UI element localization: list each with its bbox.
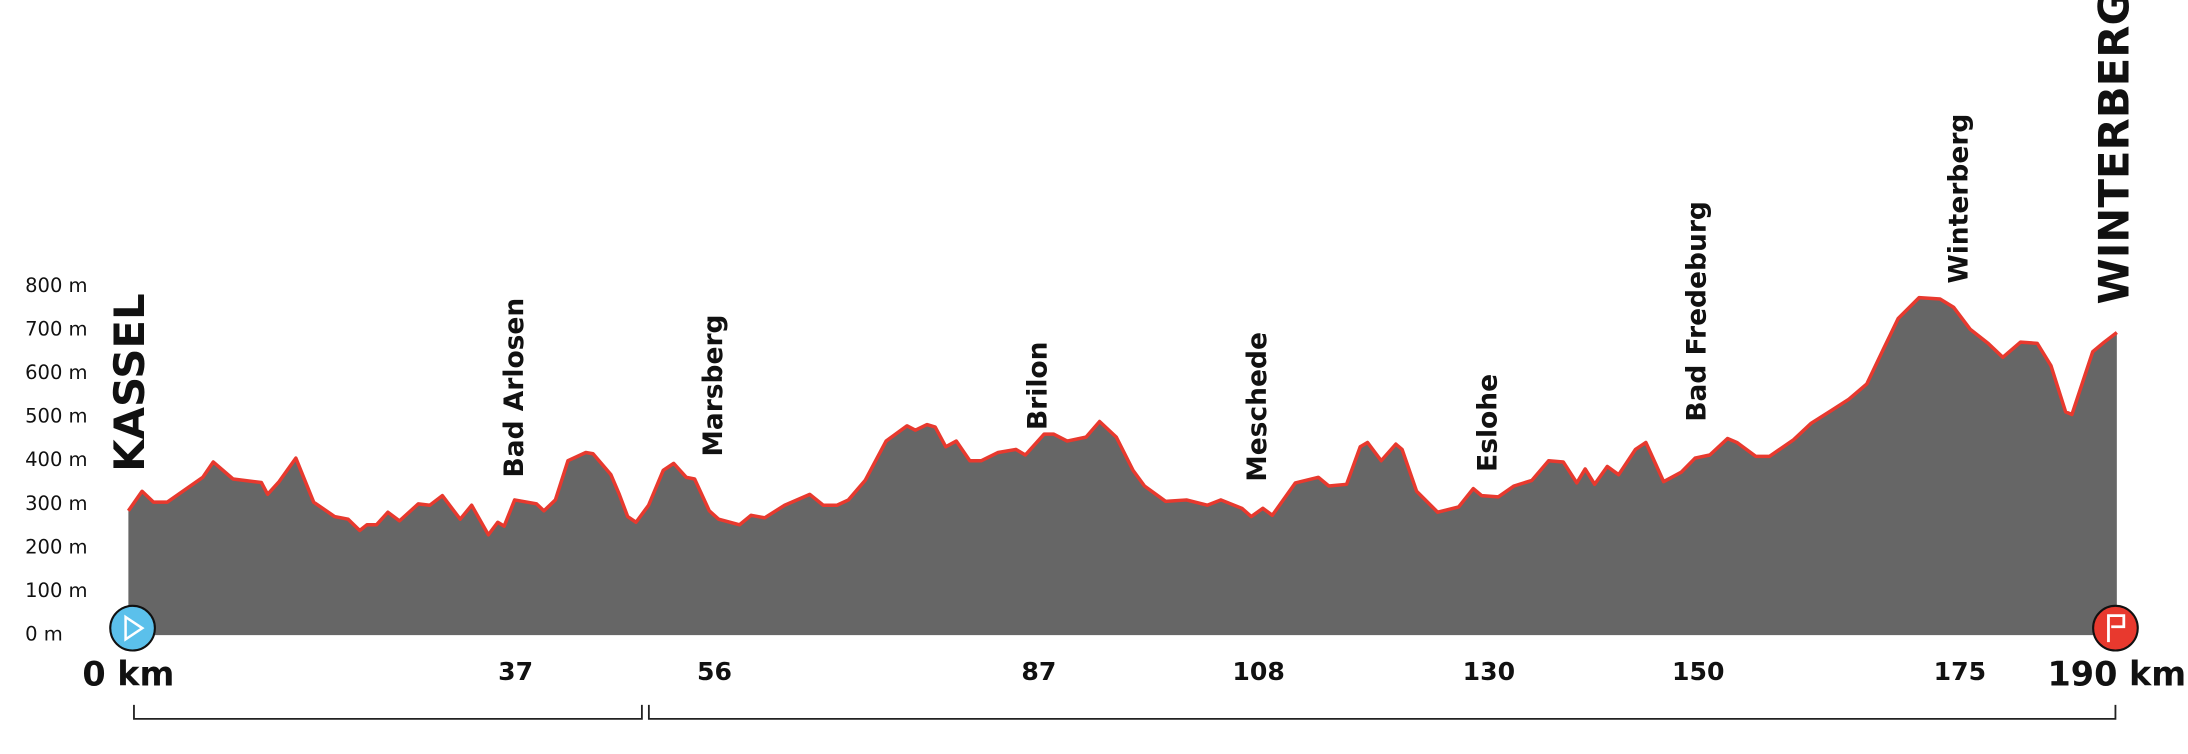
place-label: WINTERBERG — [2089, 0, 2138, 304]
x-tick-label: 190 km — [2048, 654, 2187, 693]
y-tick-label: 600 m — [25, 361, 87, 384]
bracket — [647, 704, 2117, 720]
place-label: Winterberg — [1943, 114, 1974, 284]
y-tick-label: 500 m — [25, 405, 87, 428]
plot-area: 0 m 100 m 200 m 300 m 400 m 500 m 600 m 700 m 80… — [25, 0, 2186, 693]
profile-area — [128, 297, 2117, 636]
x-tick-label: 150 — [1672, 657, 1724, 686]
x-tick-label: 108 — [1232, 657, 1284, 686]
start-circle — [109, 604, 156, 652]
y-tick-label: 800 m — [25, 274, 87, 297]
place-label: KASSEL — [105, 293, 154, 472]
x-tick-label: 175 — [1934, 657, 1986, 686]
finish-icon — [2092, 604, 2139, 652]
y-tick-label: 300 m — [25, 492, 87, 515]
stage-brackets — [133, 704, 2117, 720]
x-tick-label: 130 — [1463, 657, 1515, 686]
y-tick-label: 200 m — [25, 535, 87, 558]
place-label: Eslohe — [1472, 374, 1503, 472]
place-label: Bad Arlosen — [499, 298, 530, 478]
y-tick-label: 0 m — [25, 623, 63, 646]
y-tick-label: 700 m — [25, 317, 87, 340]
x-tick-label: 56 — [697, 657, 732, 686]
profile-line — [126, 295, 2118, 537]
finish-flag — [2107, 614, 2126, 643]
place-label: Marsberg — [698, 314, 729, 456]
x-tick-label: 87 — [1021, 657, 1056, 686]
x-tick-label: 37 — [498, 657, 533, 686]
place-label: Brilon — [1022, 342, 1053, 431]
y-tick-label: 400 m — [25, 448, 87, 471]
x-tick-label: 0 km — [82, 654, 174, 693]
place-label: Meschede — [1242, 332, 1273, 482]
start-icon — [109, 604, 156, 652]
y-tick-label: 100 m — [25, 579, 87, 602]
place-label: Bad Fredeburg — [1682, 201, 1713, 422]
bracket — [133, 704, 643, 720]
start-triangle — [124, 614, 145, 642]
